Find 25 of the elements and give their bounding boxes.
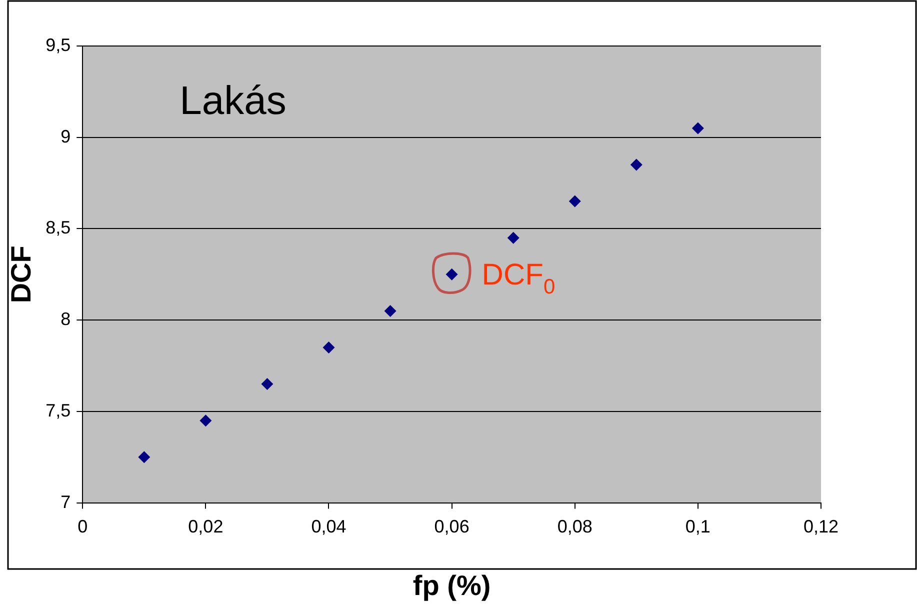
- x-axis-title: fp (%): [412, 570, 491, 601]
- point: [261, 378, 274, 390]
- y-axis-title: DCF: [6, 246, 37, 304]
- x-tick-label: 0,1: [685, 516, 710, 537]
- x-tick-label: 0,12: [803, 516, 839, 537]
- y-tick-label: 9,5: [46, 34, 71, 55]
- y-tick-label: 8,5: [46, 218, 71, 238]
- y-tick-label: 8: [60, 309, 71, 330]
- point: [630, 158, 642, 171]
- y-tick-label: 7: [60, 492, 71, 512]
- text: Lakás: [180, 79, 286, 123]
- point: [384, 304, 396, 317]
- point: [322, 341, 335, 354]
- point: [138, 451, 150, 464]
- x-tick-label: 0,08: [557, 516, 592, 537]
- x-tick-label: 0: [78, 516, 88, 537]
- point: [692, 122, 704, 134]
- x-tick-label: 0,06: [434, 516, 470, 537]
- y-tick-label: 9: [60, 126, 71, 146]
- y-tick-label: 7,5: [46, 400, 71, 420]
- point: [568, 195, 581, 208]
- x-tick-label: 0,04: [311, 516, 346, 537]
- point: [507, 232, 520, 244]
- x-tick-label: 0,02: [188, 516, 224, 537]
- point: [200, 414, 212, 427]
